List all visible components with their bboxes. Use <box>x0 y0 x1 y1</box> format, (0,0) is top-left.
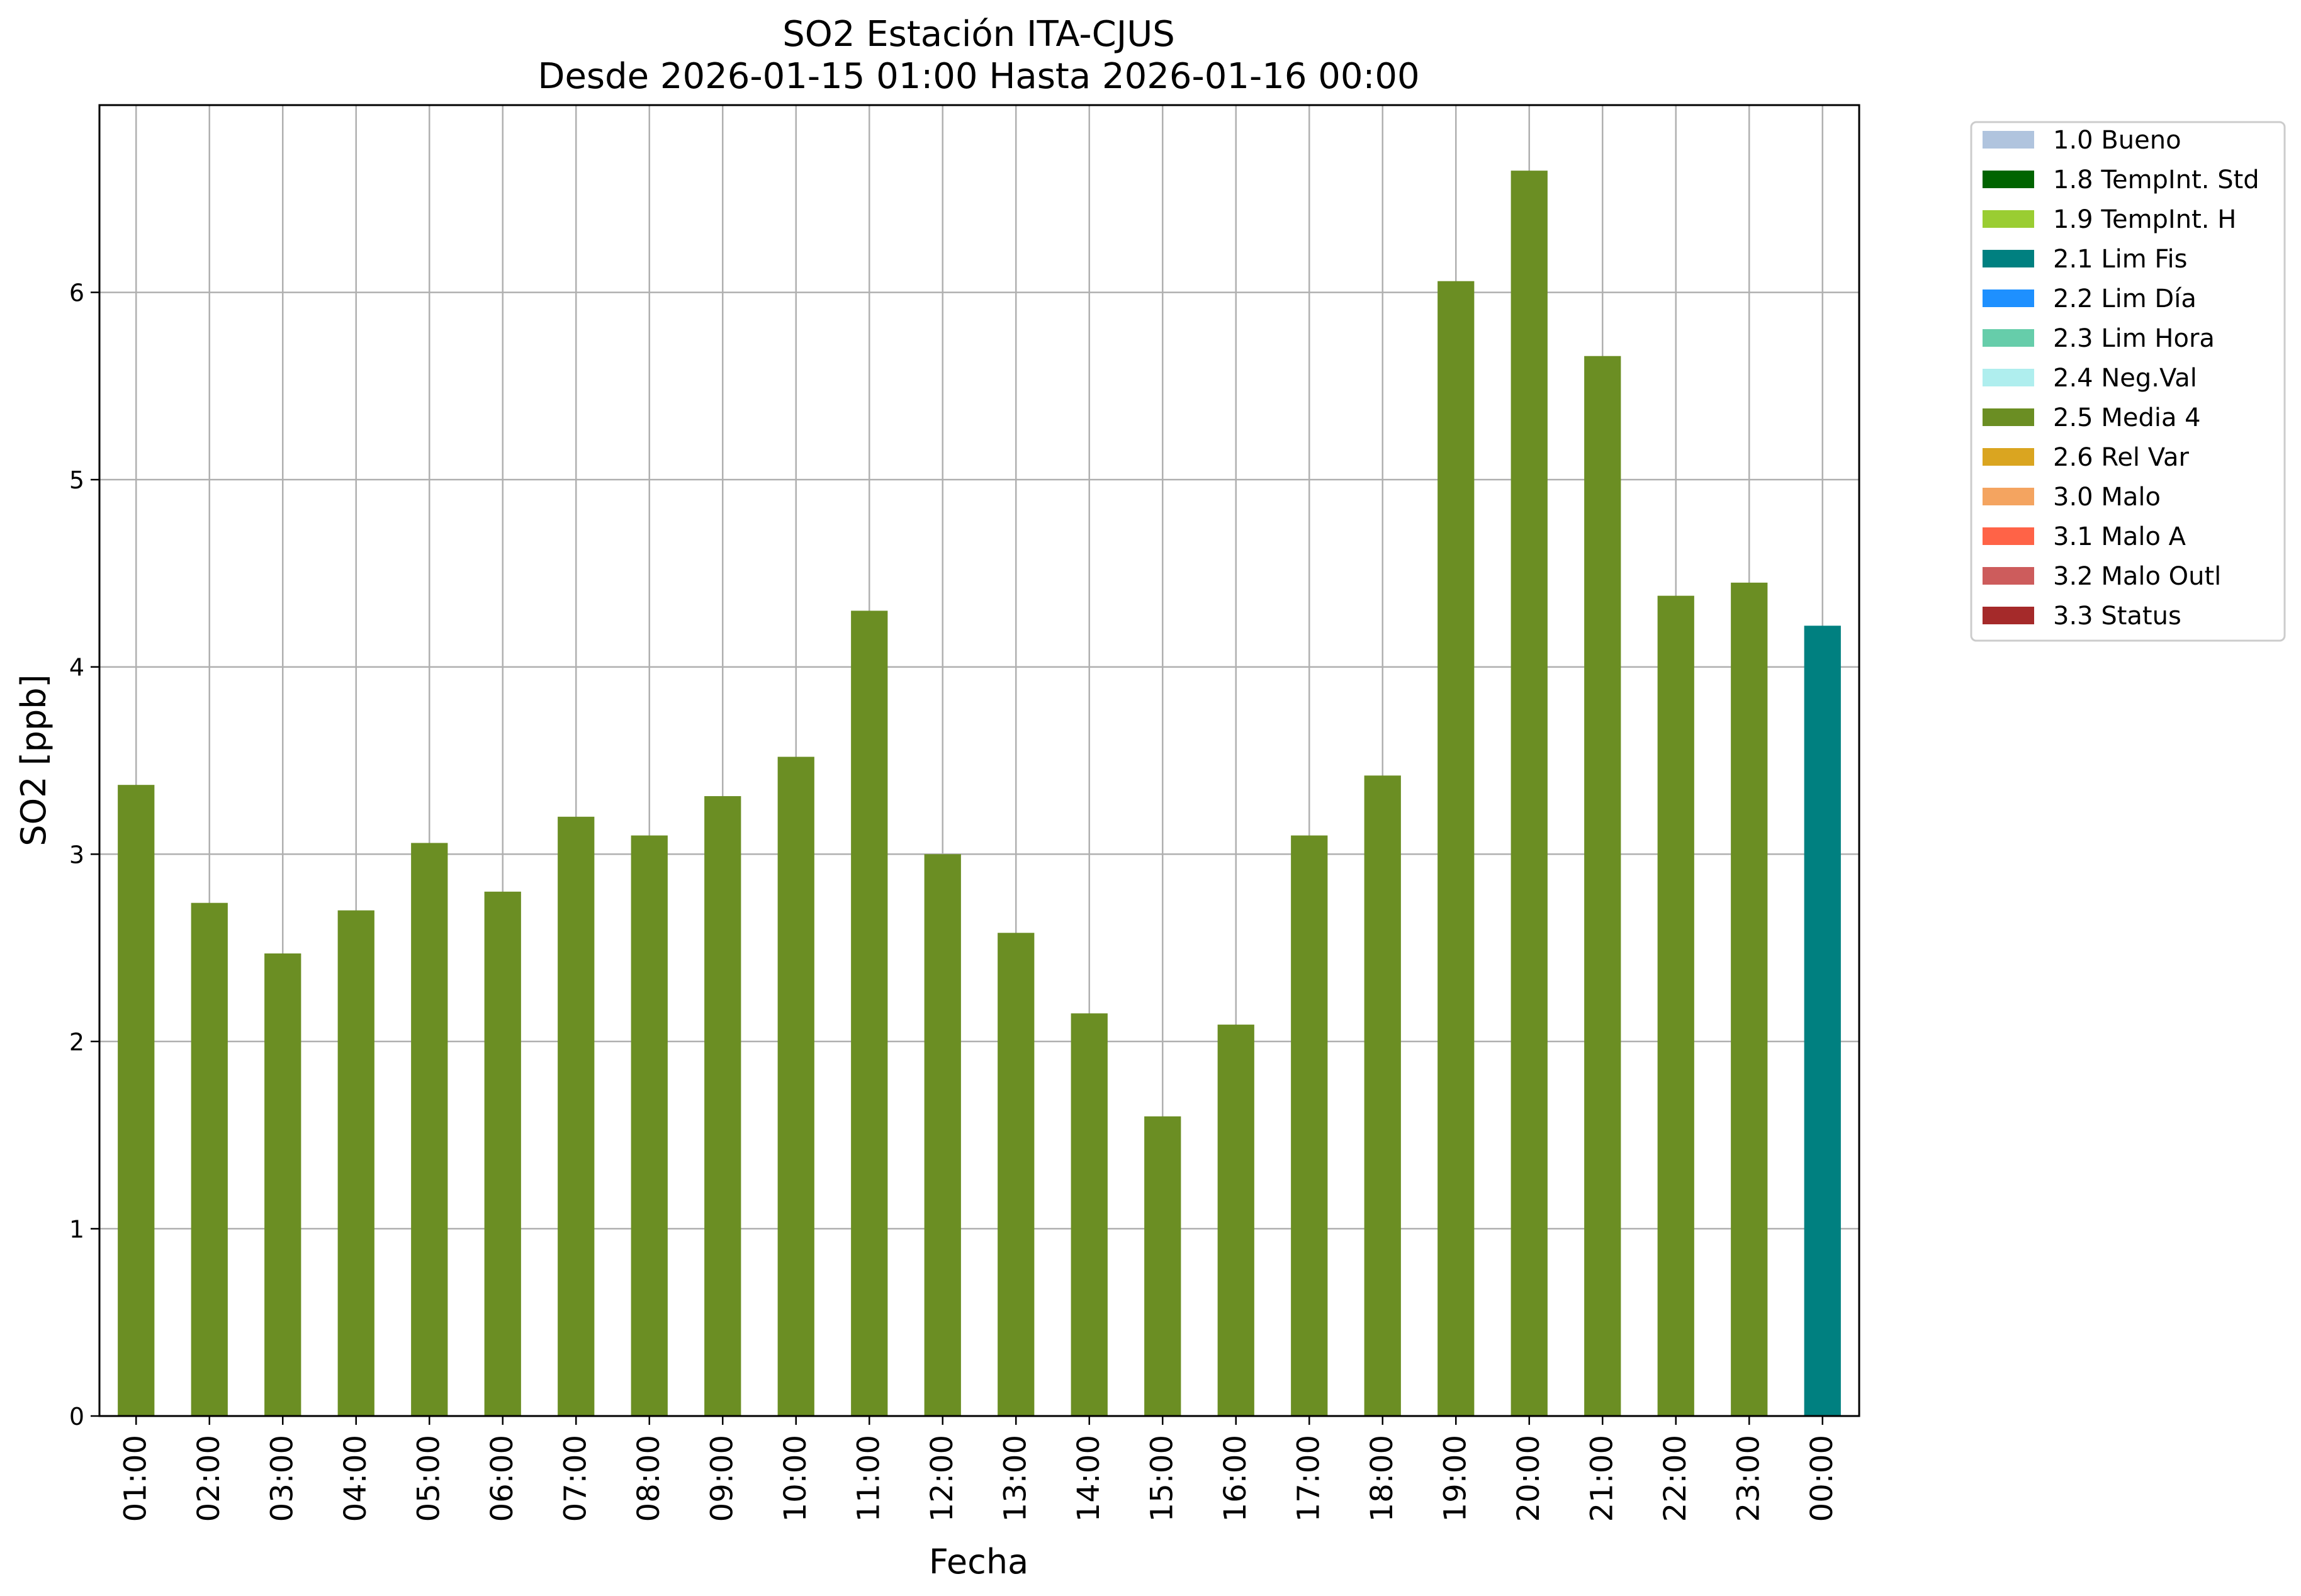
x-axis-label: Fecha <box>929 1542 1028 1582</box>
x-tick-label: 18:00 <box>1364 1435 1400 1522</box>
legend-swatch <box>1983 488 2034 505</box>
bar-1700 <box>1291 835 1328 1416</box>
bar-1500 <box>1144 1116 1181 1416</box>
legend-swatch <box>1983 527 2034 545</box>
x-tick-label: 14:00 <box>1071 1435 1106 1522</box>
y-tick-label: 3 <box>69 841 84 868</box>
y-tick-label: 4 <box>69 654 84 682</box>
bar-0500 <box>411 843 448 1416</box>
x-tick-label: 03:00 <box>264 1435 300 1522</box>
legend-swatch <box>1983 131 2034 149</box>
legend-label: 2.6 Rel Var <box>2053 443 2190 472</box>
legend-swatch <box>1983 448 2034 466</box>
x-tick-label: 05:00 <box>411 1435 446 1522</box>
bars <box>118 171 1841 1417</box>
x-tick-label: 10:00 <box>778 1435 813 1522</box>
bar-1800 <box>1364 775 1401 1416</box>
x-axis-ticks: 01:00 02:00 03:00 04:00 05:00 06:00 07:00 08:00… <box>118 1416 1840 1522</box>
legend-label: 3.0 Malo <box>2053 483 2161 512</box>
legend-label: 3.2 Malo Outl <box>2053 562 2221 591</box>
bar-1600 <box>1217 1025 1254 1416</box>
x-tick-label: 21:00 <box>1584 1435 1619 1522</box>
legend-swatch <box>1983 408 2034 426</box>
y-tick-label: 2 <box>69 1028 84 1056</box>
x-tick-label: 17:00 <box>1291 1435 1326 1522</box>
x-tick-label: 16:00 <box>1218 1435 1253 1522</box>
legend-swatch <box>1983 171 2034 188</box>
bar-2200 <box>1657 595 1694 1416</box>
x-tick-label: 20:00 <box>1511 1435 1546 1522</box>
legend-label: 2.5 Media 4 <box>2053 403 2201 432</box>
bar-0000 <box>1804 626 1841 1417</box>
bar-0200 <box>191 902 228 1416</box>
legend-swatch <box>1983 329 2034 347</box>
y-tick-label: 6 <box>69 279 84 307</box>
chart-title-line2: Desde 2026-01-15 01:00 Hasta 2026-01-16 … <box>537 56 1419 97</box>
x-tick-label: 08:00 <box>631 1435 667 1522</box>
legend-box <box>1970 121 2286 642</box>
y-axis-label: SO2 [ppb] <box>14 674 53 846</box>
x-tick-label: 04:00 <box>338 1435 373 1522</box>
x-tick-label: 12:00 <box>925 1435 960 1522</box>
legend-swatch <box>1983 289 2034 307</box>
legend-label: 2.3 Lim Hora <box>2053 324 2215 353</box>
x-tick-label: 06:00 <box>485 1435 520 1522</box>
legend-swatch <box>1983 210 2034 228</box>
legend-swatch <box>1983 369 2034 386</box>
bar-1900 <box>1437 281 1475 1416</box>
legend: 1.0 Bueno 1.8 TempInt. Std 1.9 TempInt. H 2… <box>1970 121 2286 642</box>
legend-label: 2.4 Neg.Val <box>2053 364 2197 393</box>
bar-1100 <box>851 610 888 1416</box>
bar-2000 <box>1511 171 1548 1416</box>
x-tick-label: 02:00 <box>191 1435 227 1522</box>
chart-title-line1: SO2 Estación ITA-CJUS <box>782 14 1175 55</box>
bar-1400 <box>1071 1013 1108 1416</box>
bar-0900 <box>704 796 741 1416</box>
bar-0100 <box>118 785 155 1416</box>
legend-swatch <box>1983 607 2034 624</box>
bar-0600 <box>484 891 521 1416</box>
legend-swatch <box>1983 250 2034 267</box>
y-axis-ticks: 0 1 2 3 4 5 6 <box>69 279 99 1430</box>
y-tick-label: 5 <box>69 466 84 494</box>
x-tick-label: 09:00 <box>704 1435 740 1522</box>
x-tick-label: 11:00 <box>851 1435 886 1522</box>
bar-1300 <box>998 933 1035 1416</box>
bar-2300 <box>1731 582 1768 1416</box>
x-tick-label: 01:00 <box>118 1435 153 1522</box>
legend-swatch <box>1983 567 2034 585</box>
bar-0400 <box>337 910 374 1416</box>
x-tick-label: 19:00 <box>1437 1435 1473 1522</box>
y-tick-label: 0 <box>69 1403 84 1430</box>
legend-label: 3.1 Malo A <box>2053 522 2186 551</box>
bar-1200 <box>924 854 961 1416</box>
y-tick-label: 1 <box>69 1215 84 1243</box>
x-tick-label: 22:00 <box>1658 1435 1693 1522</box>
bar-0800 <box>631 835 668 1416</box>
x-tick-label: 00:00 <box>1804 1435 1840 1522</box>
x-tick-label: 13:00 <box>998 1435 1033 1522</box>
legend-label: 2.1 Lim Fis <box>2053 245 2187 274</box>
plot-frame <box>98 104 1860 1417</box>
legend-label: 1.9 TempInt. H <box>2053 205 2236 234</box>
bar-1000 <box>777 756 814 1416</box>
legend-label: 2.2 Lim Día <box>2053 284 2197 313</box>
x-tick-label: 07:00 <box>558 1435 593 1522</box>
x-tick-label: 15:00 <box>1144 1435 1179 1522</box>
legend-label: 1.0 Bueno <box>2053 126 2181 155</box>
x-tick-label: 23:00 <box>1731 1435 1766 1522</box>
legend-label: 1.8 TempInt. Std <box>2053 166 2259 194</box>
bar-2100 <box>1584 356 1621 1416</box>
legend-label: 3.3 Status <box>2053 602 2181 631</box>
bar-0700 <box>558 816 595 1416</box>
bar-0300 <box>264 953 301 1416</box>
